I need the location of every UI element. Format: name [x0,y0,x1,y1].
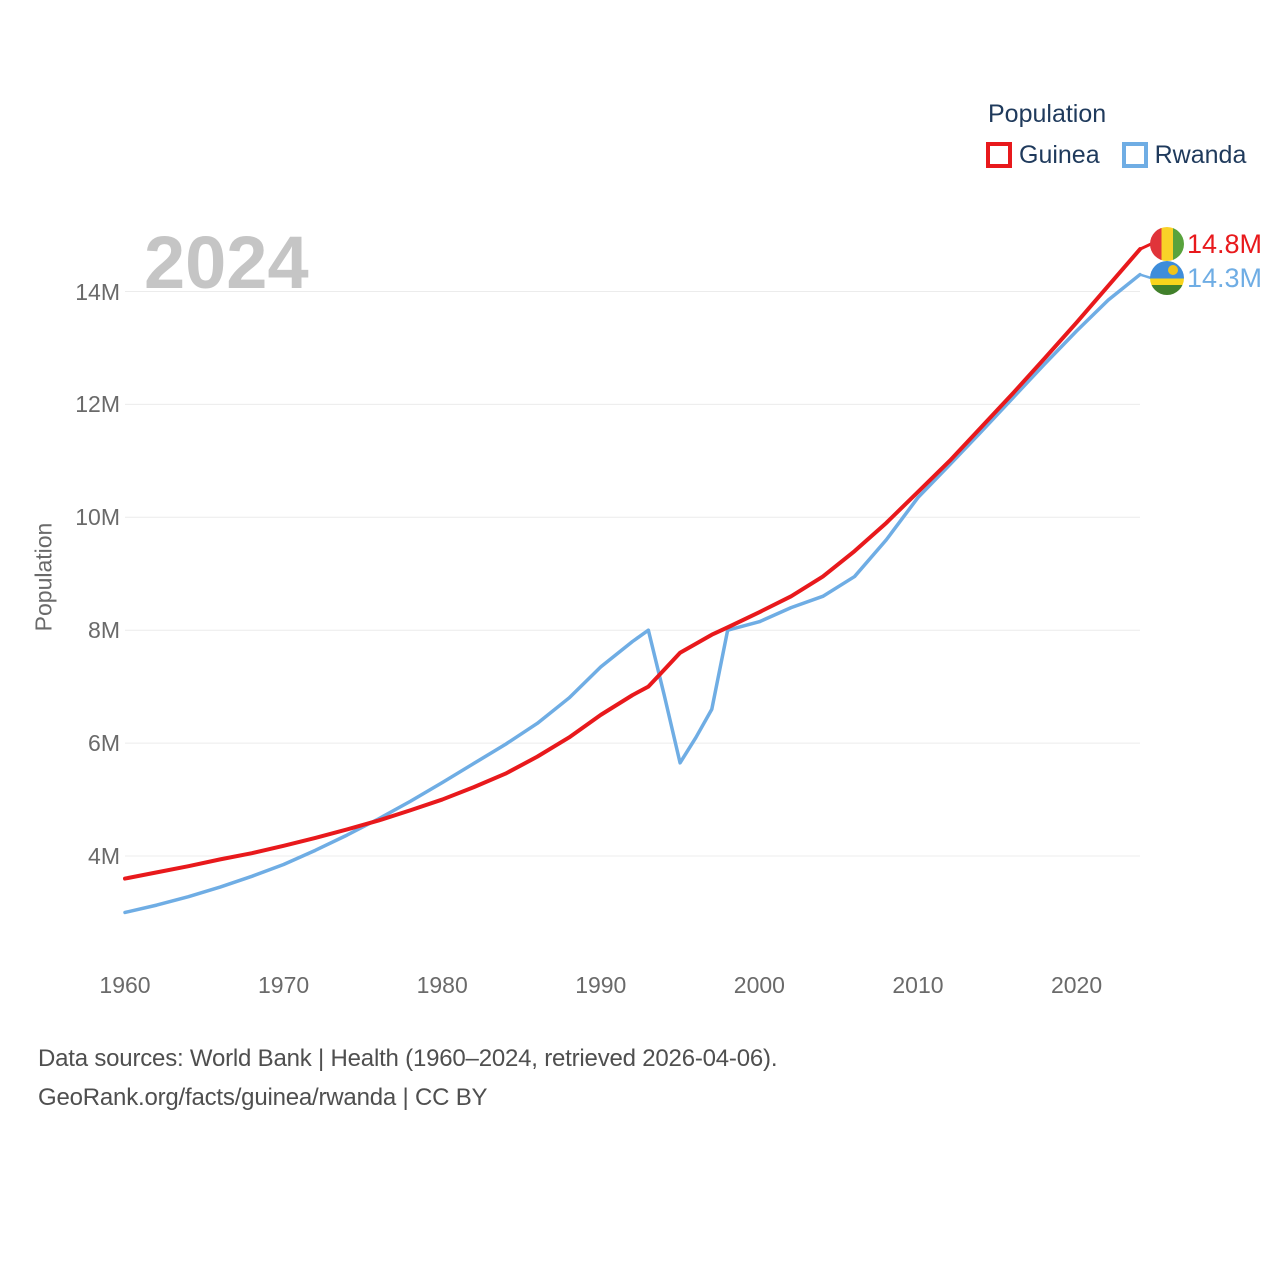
x-tick-1960: 1960 [99,972,151,998]
rwanda-end-value: 14.3M [1187,263,1263,293]
guinea-swatch-icon [986,142,1012,168]
x-tick-2020: 2020 [1050,972,1103,998]
y-tick-6M: 6M [88,730,120,757]
y-tick-14M: 14M [75,278,120,305]
legend-item-rwanda[interactable]: Rwanda [1121,140,1247,169]
legend-title: Population [988,100,1107,128]
y-tick-8M: 8M [88,617,120,644]
rwanda-flag-icon [1150,261,1184,295]
guinea-end-connector [1139,242,1152,251]
y-tick-12M: 12M [75,391,120,418]
legend: Guinea Rwanda [986,142,1246,168]
y-tick-10M: 10M [75,504,120,531]
y-axis-title: Population [30,522,57,632]
rwanda-series-line[interactable] [123,272,1142,915]
attribution-note: GeoRank.org/facts/guinea/rwanda | CC BY [38,1084,488,1111]
rwanda-end-connector [1139,273,1152,280]
legend-label-rwanda: Rwanda [1154,140,1247,169]
x-tick-2010: 2010 [892,972,944,998]
x-tick-1990: 1990 [575,972,627,998]
x-tick-1970: 1970 [258,972,310,998]
guinea-series-line[interactable] [123,247,1142,881]
year-watermark: 2024 [144,221,309,304]
legend-label-guinea: Guinea [1019,140,1100,169]
x-tick-2000: 2000 [733,972,785,998]
data-source-note: Data sources: World Bank | Health (1960–… [38,1045,778,1072]
guinea-flag-icon [1150,227,1184,261]
guinea-end-value: 14.8M [1187,229,1263,259]
rwanda-swatch-icon [1121,142,1148,168]
x-tick-1980: 1980 [416,972,468,998]
sun-icon [1168,265,1178,275]
legend-item-guinea[interactable]: Guinea [986,142,1100,168]
y-tick-4M: 4M [88,843,120,869]
